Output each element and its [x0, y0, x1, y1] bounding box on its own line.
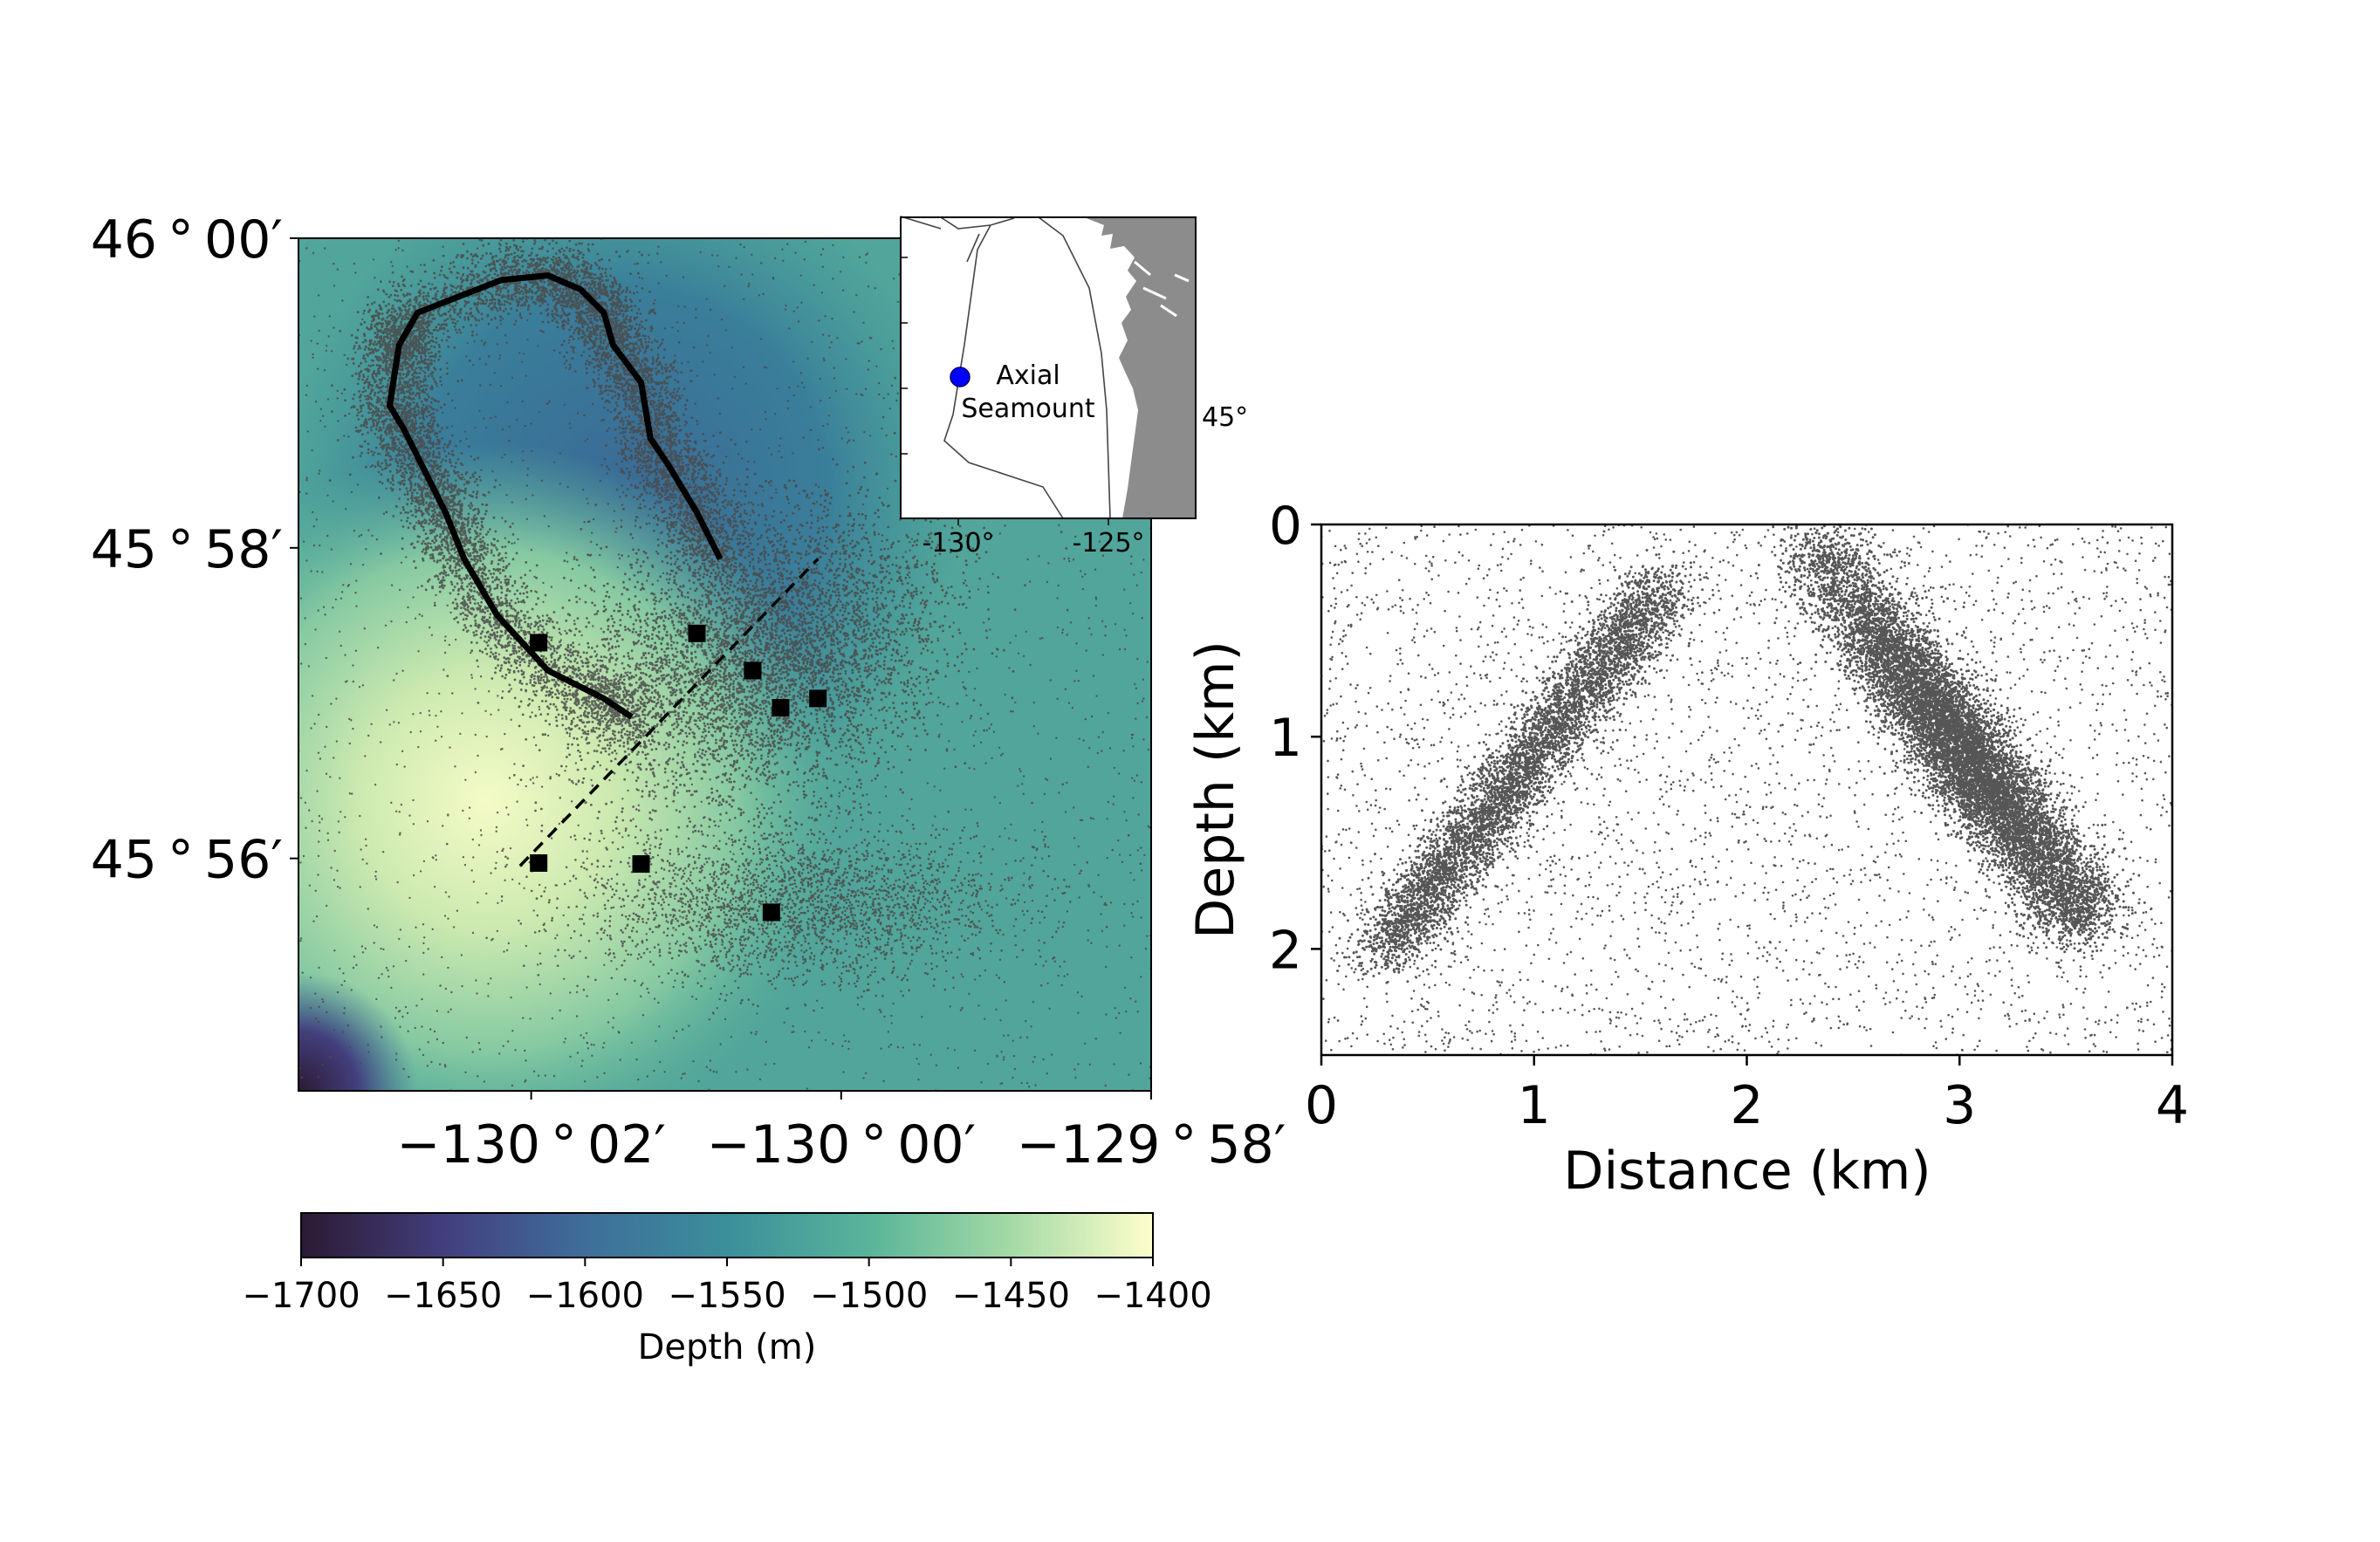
map-y-tick-label: 45 ° 58′: [91, 519, 283, 580]
inset-y-tick-45: 45°: [1202, 402, 1248, 433]
inset-x-tick-125: -125°: [1072, 528, 1144, 559]
x-tick-label: 1: [1518, 1075, 1551, 1136]
inset-map: Axial Seamount 45° -130° -125°: [901, 216, 1248, 559]
y-tick-label: 2: [1269, 920, 1302, 981]
map-x-tick-label: −129 ° 58′: [1017, 1114, 1286, 1175]
colorbar-tick-label: −1400: [1094, 1276, 1211, 1316]
map-x-axis: −130 ° 02′ −130 ° 00′ −129 ° 58′: [396, 1091, 1286, 1175]
colorbar-tick-label: −1700: [242, 1276, 360, 1316]
y-tick-label: 0: [1269, 496, 1302, 557]
colorbar-bar: [301, 1213, 1153, 1258]
colorbar-tick-label: −1550: [668, 1276, 785, 1316]
cross-section-hypocenter-dots: [1320, 514, 2178, 1056]
station-marker-6: [530, 854, 547, 872]
x-axis-label: Distance (km): [1563, 1141, 1931, 1202]
x-tick-label: 2: [1730, 1075, 1763, 1136]
colorbar-ticks: −1700 −1650 −1600 −1550 −1500 −1450 −1400: [242, 1258, 1211, 1316]
colorbar-tick-label: −1500: [810, 1276, 928, 1316]
inset-label-axial: Axial: [996, 360, 1060, 391]
colorbar-tick-label: −1600: [526, 1276, 644, 1316]
inset-x-tick-130: -130°: [922, 528, 994, 559]
colorbar: −1700 −1650 −1600 −1550 −1500 −1450 −1400 Dept…: [242, 1213, 1211, 1367]
map-x-tick-label: −130 ° 00′: [706, 1114, 976, 1175]
cross-section-y-axis: 0 1 2: [1269, 496, 1321, 981]
inset-label-seamount: Seamount: [961, 394, 1094, 424]
map-y-tick-label: 45 ° 56′: [91, 830, 283, 891]
cross-section-x-axis: 0 1 2 3 4: [1305, 1055, 2189, 1136]
station-marker-4: [809, 689, 826, 707]
map-y-tick-label: 46 ° 00′: [91, 209, 283, 271]
x-tick-label: 3: [1943, 1075, 1976, 1136]
station-marker-7: [633, 855, 650, 873]
x-tick-label: 4: [2156, 1075, 2189, 1136]
colorbar-tick-label: −1450: [952, 1276, 1070, 1316]
cross-section: 0 1 2 3 4 0 1 2 Distance (km) Depth (km): [1185, 496, 2189, 1202]
station-marker-1: [530, 634, 547, 651]
station-marker-8: [763, 903, 780, 921]
station-marker-2: [744, 661, 761, 679]
y-axis-label: Depth (km): [1185, 641, 1246, 939]
map-y-axis: 46 ° 00′ 45 ° 58′ 45 ° 56′: [91, 209, 298, 891]
station-marker-3: [772, 699, 789, 716]
colorbar-label: Depth (m): [638, 1327, 817, 1367]
y-tick-label: 1: [1269, 708, 1302, 769]
x-tick-label: 0: [1305, 1075, 1338, 1136]
axial-seamount-marker: [950, 367, 970, 387]
map-x-tick-label: −130 ° 02′: [396, 1114, 666, 1175]
colorbar-tick-label: −1650: [384, 1276, 502, 1316]
station-marker-5: [689, 625, 706, 642]
cross-section-seismicity: [1320, 514, 2178, 1056]
